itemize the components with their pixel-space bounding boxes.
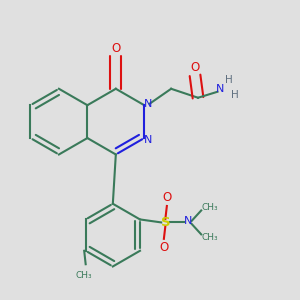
Text: N: N bbox=[184, 216, 192, 226]
Text: O: O bbox=[190, 61, 200, 74]
Text: S: S bbox=[160, 216, 170, 229]
Text: CH₃: CH₃ bbox=[202, 203, 218, 212]
Text: CH₃: CH₃ bbox=[202, 233, 218, 242]
Text: O: O bbox=[162, 190, 172, 203]
Text: H: H bbox=[226, 75, 233, 85]
Text: O: O bbox=[159, 241, 169, 254]
Text: N: N bbox=[144, 99, 153, 109]
Text: H: H bbox=[231, 90, 238, 100]
Text: CH₃: CH₃ bbox=[76, 271, 92, 280]
Text: N: N bbox=[216, 84, 225, 94]
Text: N: N bbox=[144, 134, 153, 145]
Text: O: O bbox=[111, 42, 120, 55]
